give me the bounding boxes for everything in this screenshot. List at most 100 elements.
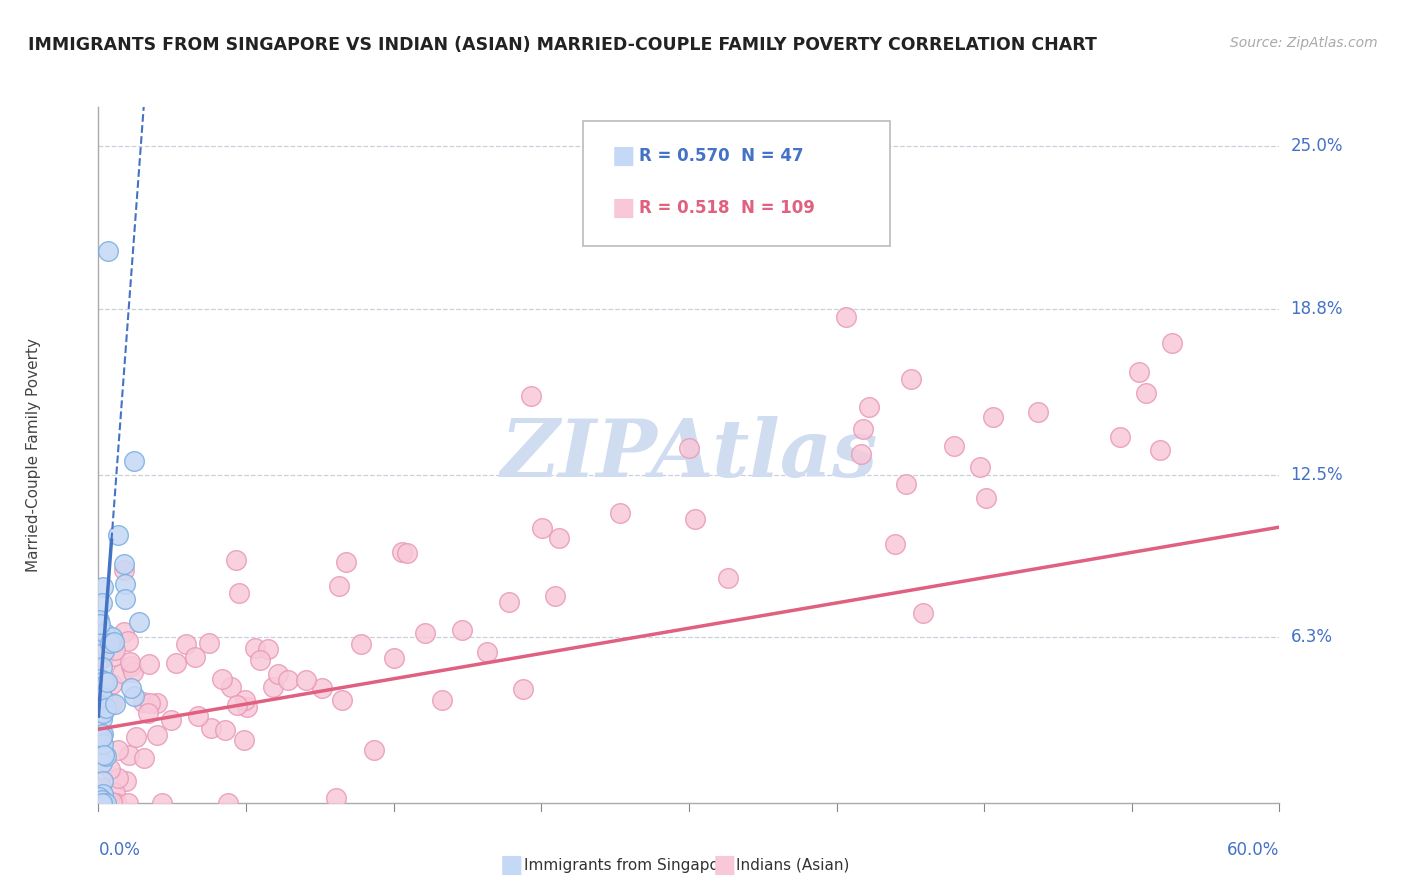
- Point: [117, 634, 139, 648]
- Point: [91, 726, 114, 740]
- Point: [384, 650, 406, 665]
- FancyBboxPatch shape: [582, 121, 890, 246]
- Point: [122, 454, 145, 468]
- Point: [91, 660, 114, 674]
- Point: [101, 630, 124, 644]
- Point: [214, 723, 236, 737]
- Point: [114, 577, 136, 591]
- Point: [107, 772, 129, 786]
- Point: [107, 527, 129, 541]
- Text: 18.8%: 18.8%: [1291, 301, 1343, 318]
- Point: [311, 681, 333, 695]
- Point: [330, 692, 353, 706]
- Point: [118, 748, 141, 763]
- Point: [90, 796, 112, 810]
- Point: [198, 636, 221, 650]
- Point: [413, 625, 436, 640]
- Point: [94, 700, 117, 714]
- Point: [103, 648, 125, 663]
- Point: [277, 673, 299, 688]
- Point: [121, 665, 143, 680]
- Point: [475, 645, 498, 659]
- Point: [498, 595, 520, 609]
- Point: [396, 546, 419, 560]
- Point: [91, 650, 114, 665]
- Point: [350, 636, 373, 650]
- Point: [132, 751, 155, 765]
- Text: ZIPAtlas: ZIPAtlas: [501, 417, 877, 493]
- Text: 60.0%: 60.0%: [1227, 841, 1279, 859]
- Point: [226, 698, 249, 712]
- Point: [93, 796, 115, 810]
- Point: [683, 512, 706, 526]
- Point: [1109, 430, 1132, 444]
- Point: [89, 789, 111, 804]
- Point: [981, 410, 1004, 425]
- Point: [1128, 365, 1150, 379]
- Point: [128, 615, 150, 630]
- Point: [103, 635, 125, 649]
- Point: [104, 796, 127, 810]
- Point: [512, 681, 534, 696]
- Point: [114, 592, 136, 607]
- Point: [90, 698, 112, 713]
- Point: [101, 795, 124, 809]
- Text: R = 0.518  N = 109: R = 0.518 N = 109: [640, 199, 815, 217]
- Text: ■: ■: [612, 196, 636, 220]
- Point: [211, 672, 233, 686]
- Point: [90, 780, 112, 795]
- Point: [91, 690, 114, 704]
- Point: [115, 774, 138, 789]
- Point: [93, 673, 115, 688]
- Point: [120, 658, 142, 673]
- Point: [90, 731, 112, 746]
- Point: [139, 696, 162, 710]
- Point: [165, 656, 187, 670]
- Point: [104, 642, 127, 657]
- Point: [93, 726, 115, 740]
- Point: [943, 439, 966, 453]
- Text: Source: ZipAtlas.com: Source: ZipAtlas.com: [1230, 36, 1378, 50]
- Point: [138, 657, 160, 671]
- Point: [432, 692, 454, 706]
- Text: ■: ■: [612, 144, 636, 168]
- Text: ■: ■: [713, 854, 737, 878]
- Point: [93, 748, 115, 763]
- Point: [132, 695, 155, 709]
- Point: [262, 680, 284, 694]
- Point: [91, 699, 114, 714]
- Point: [122, 690, 145, 704]
- Point: [101, 677, 124, 691]
- Point: [544, 590, 567, 604]
- Point: [90, 728, 112, 742]
- Point: [1135, 386, 1157, 401]
- Point: [112, 558, 135, 572]
- Text: IMMIGRANTS FROM SINGAPORE VS INDIAN (ASIAN) MARRIED-COUPLE FAMILY POVERTY CORREL: IMMIGRANTS FROM SINGAPORE VS INDIAN (ASI…: [28, 36, 1097, 54]
- Point: [187, 708, 209, 723]
- Point: [849, 447, 872, 461]
- Point: [325, 790, 347, 805]
- Point: [107, 743, 129, 757]
- Point: [90, 796, 112, 810]
- Point: [150, 796, 173, 810]
- Point: [90, 756, 112, 770]
- Point: [90, 638, 112, 652]
- Point: [93, 774, 115, 789]
- Point: [160, 713, 183, 727]
- Point: [90, 796, 112, 810]
- Point: [98, 636, 121, 650]
- Text: 25.0%: 25.0%: [1291, 137, 1343, 155]
- Point: [112, 563, 135, 577]
- Point: [104, 786, 127, 800]
- Point: [89, 730, 111, 744]
- Text: R = 0.570  N = 47: R = 0.570 N = 47: [640, 147, 804, 165]
- Point: [233, 733, 256, 747]
- Point: [90, 627, 112, 641]
- Point: [91, 706, 114, 720]
- Text: Immigrants from Singapore: Immigrants from Singapore: [523, 858, 734, 873]
- Point: [89, 673, 111, 687]
- Point: [174, 637, 197, 651]
- Point: [858, 401, 880, 415]
- Point: [120, 681, 142, 696]
- Point: [91, 651, 114, 665]
